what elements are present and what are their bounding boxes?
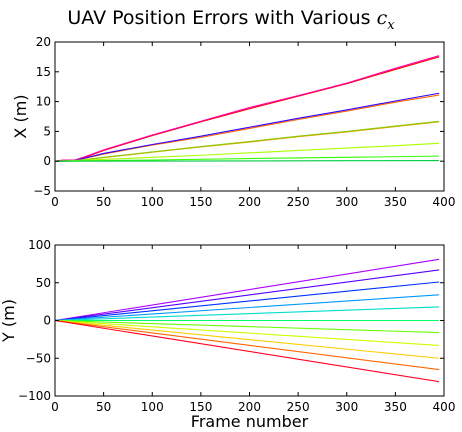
y-tick-label: 0 xyxy=(43,154,51,168)
series-line-3 xyxy=(54,294,440,322)
series-line-7 xyxy=(54,319,440,346)
series-line-6 xyxy=(54,142,440,162)
x-tick-label: 150 xyxy=(189,195,212,209)
x-tick-label: 200 xyxy=(238,400,261,414)
x-axis-label: Frame number xyxy=(191,412,309,431)
x-tick-label: 0 xyxy=(51,400,59,414)
y-axis-label: X (m) xyxy=(11,94,30,138)
x-tick-label: 350 xyxy=(384,195,407,209)
x-tick-label: 50 xyxy=(96,195,111,209)
x-tick-label: 400 xyxy=(433,400,456,414)
y-tick-label: 20 xyxy=(36,35,51,49)
x-tick-label: 350 xyxy=(384,400,407,414)
y-tick-label: −50 xyxy=(26,351,51,365)
series-line-2 xyxy=(54,281,440,322)
series-line-6 xyxy=(54,319,440,334)
y-axis-label: Y (m) xyxy=(0,299,18,343)
series-line-3 xyxy=(54,92,440,162)
x-tick-label: 50 xyxy=(96,400,111,414)
series-line-1 xyxy=(54,269,440,322)
series-line-8 xyxy=(54,319,440,359)
x-tick-label: 200 xyxy=(238,195,261,209)
x-tick-label: 400 xyxy=(433,195,456,209)
plot-frame xyxy=(54,41,445,192)
x-tick-label: 250 xyxy=(287,195,310,209)
y-tick-label: −5 xyxy=(33,184,51,198)
series-line-0 xyxy=(54,258,440,322)
x-tick-label: 150 xyxy=(189,400,212,414)
x-tick-label: 100 xyxy=(141,195,164,209)
y-tick-label: 5 xyxy=(43,124,51,138)
series-line-10 xyxy=(54,319,440,383)
x-tick-label: 100 xyxy=(141,400,164,414)
y-tick-label: 100 xyxy=(28,238,51,252)
series-line-9 xyxy=(54,319,440,371)
x-tick-label: 300 xyxy=(335,400,358,414)
y-tick-label: 10 xyxy=(36,95,51,109)
y-tick-label: 0 xyxy=(43,314,51,328)
series-line-7 xyxy=(54,155,440,162)
series-line-1 xyxy=(54,55,440,162)
y-error-subplot: 0 50 100 150 200 250 300 350 400 −100 −50 0 50 100 Y (… xyxy=(0,238,455,431)
x-tick-label: 0 xyxy=(51,195,59,209)
y-tick-label: −100 xyxy=(18,389,51,403)
x-tick-label: 250 xyxy=(287,400,310,414)
series-line-8 xyxy=(54,160,440,162)
x-tick-label: 300 xyxy=(335,195,358,209)
chart-title: UAV Position Errors with Various cx xyxy=(67,7,395,33)
y-tick-label: 50 xyxy=(36,276,51,290)
series-line-5 xyxy=(54,120,440,162)
y-tick-label: 15 xyxy=(36,65,51,79)
series-line-4 xyxy=(54,306,440,322)
